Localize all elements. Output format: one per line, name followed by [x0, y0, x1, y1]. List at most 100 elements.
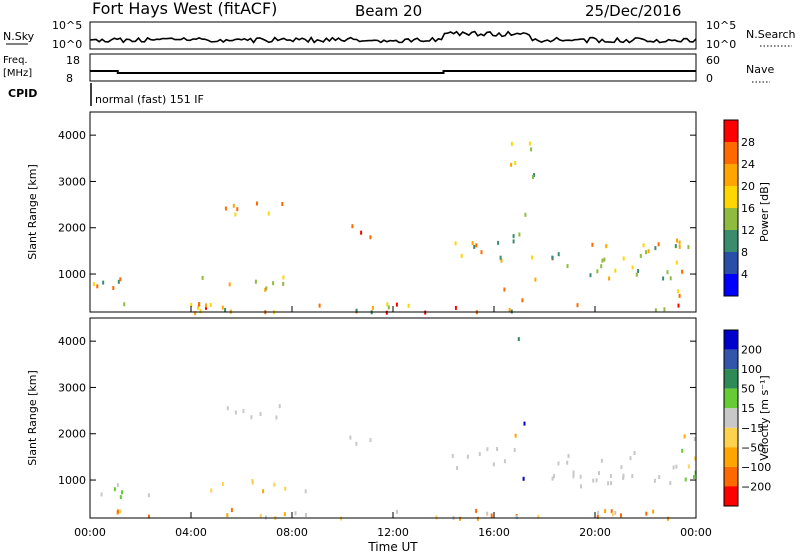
- range-cell: [454, 305, 457, 310]
- range-cell: [622, 256, 625, 261]
- range-cell: [305, 513, 307, 517]
- range-cell: [605, 244, 608, 249]
- range-cell: [496, 447, 499, 451]
- range-cell: [572, 474, 575, 479]
- range-cell: [657, 242, 660, 247]
- range-cell: [451, 453, 454, 458]
- range-cell: [304, 489, 307, 494]
- range-cell: [119, 495, 122, 500]
- range-cell: [318, 303, 321, 308]
- range-cell: [476, 516, 479, 521]
- range-cell: [576, 303, 579, 308]
- range-cell: [454, 241, 457, 246]
- y-tick-label: 3000: [58, 175, 86, 188]
- range-cell: [658, 475, 661, 480]
- range-cell: [197, 305, 200, 310]
- colorbar-segment: [724, 186, 738, 208]
- range-cell: [672, 465, 675, 470]
- range-cell: [395, 509, 398, 514]
- range-cell: [190, 302, 193, 307]
- range-cell: [478, 452, 481, 457]
- range-cell: [201, 275, 204, 280]
- range-cell: [589, 273, 592, 278]
- range-cell: [523, 421, 526, 426]
- range-cell: [242, 409, 245, 414]
- freq-label: Freq.: [3, 55, 28, 66]
- range-cell: [622, 475, 625, 480]
- range-cell: [281, 202, 284, 206]
- range-cell: [259, 412, 262, 416]
- range-cell: [603, 257, 606, 262]
- freq-unit: [MHz]: [3, 68, 32, 79]
- range-cell: [278, 404, 281, 409]
- range-cell: [209, 303, 212, 307]
- range-cell: [275, 415, 278, 420]
- x-tick-label: 12:00: [377, 526, 409, 539]
- range-cell: [210, 488, 213, 493]
- freq-tick-bottom: 8: [66, 72, 73, 85]
- range-cell: [119, 277, 122, 282]
- range-cell: [349, 435, 352, 440]
- range-cell: [645, 250, 648, 255]
- range-cell: [272, 281, 275, 286]
- range-cell: [273, 482, 276, 487]
- range-cell: [515, 515, 518, 519]
- range-cell: [102, 280, 105, 285]
- velocity-yticks: 1000 2000 3000 4000: [58, 335, 696, 487]
- nsky-label: N.Sky: [3, 30, 35, 43]
- colorbar-segment: [724, 466, 738, 487]
- range-cell: [230, 508, 233, 513]
- range-cell: [513, 448, 516, 452]
- range-cell: [647, 249, 650, 254]
- range-cell: [528, 141, 531, 146]
- noise-tick-top-right: 10^5: [706, 19, 736, 32]
- freq-panel: Freq. [MHz] 18 8 60 0 Nave CPID normal (…: [3, 53, 774, 106]
- noise-panel: N.Sky 10^5 10^0 10^5 10^0 N.Search: [3, 19, 796, 51]
- colorbar-segment: [724, 486, 738, 506]
- range-cell: [351, 224, 354, 229]
- range-cell: [666, 270, 669, 275]
- range-cell: [678, 244, 681, 249]
- range-cell: [251, 480, 254, 485]
- colorbar-tick-label: −100: [741, 461, 771, 474]
- x-tick-label: 16:00: [478, 526, 510, 539]
- range-cell: [524, 212, 527, 217]
- range-cell: [232, 203, 235, 208]
- freq-line: [90, 70, 696, 74]
- range-cell: [503, 459, 506, 464]
- range-cell: [503, 287, 506, 292]
- range-cell: [514, 433, 517, 438]
- range-cell: [684, 477, 687, 482]
- range-cell: [522, 476, 525, 481]
- range-cell: [518, 232, 521, 237]
- range-cell: [371, 305, 374, 310]
- range-cell: [663, 307, 666, 312]
- range-cell: [693, 456, 696, 461]
- y-tick-label: 1000: [58, 268, 86, 281]
- range-cell: [385, 310, 388, 315]
- range-cell: [224, 308, 227, 312]
- range-cell: [596, 514, 599, 519]
- range-cell: [148, 514, 150, 519]
- range-cell: [514, 161, 517, 165]
- range-cell: [639, 253, 642, 258]
- range-cell: [654, 308, 657, 313]
- range-cell: [614, 268, 617, 273]
- range-cell: [557, 252, 560, 257]
- range-cell: [531, 255, 534, 260]
- nave-label: Nave: [746, 63, 774, 76]
- velocity-ylabel: Slant Range [km]: [26, 370, 39, 466]
- range-cell: [517, 337, 520, 342]
- colorbar-segment: [724, 274, 738, 296]
- range-cell: [533, 173, 535, 178]
- colorbar-tick-label: −50: [741, 441, 764, 454]
- cpid-label: CPID: [8, 87, 37, 100]
- range-cell: [228, 282, 231, 287]
- velocity-colorbar-label: Velocity [m s⁻¹]: [758, 375, 771, 460]
- range-cell: [355, 441, 358, 446]
- range-cell: [551, 476, 554, 481]
- beam-title: Beam 20: [355, 2, 422, 20]
- colorbar-segment: [724, 349, 738, 370]
- range-cell: [226, 513, 229, 518]
- colorbar-tick-label: 12: [741, 224, 755, 237]
